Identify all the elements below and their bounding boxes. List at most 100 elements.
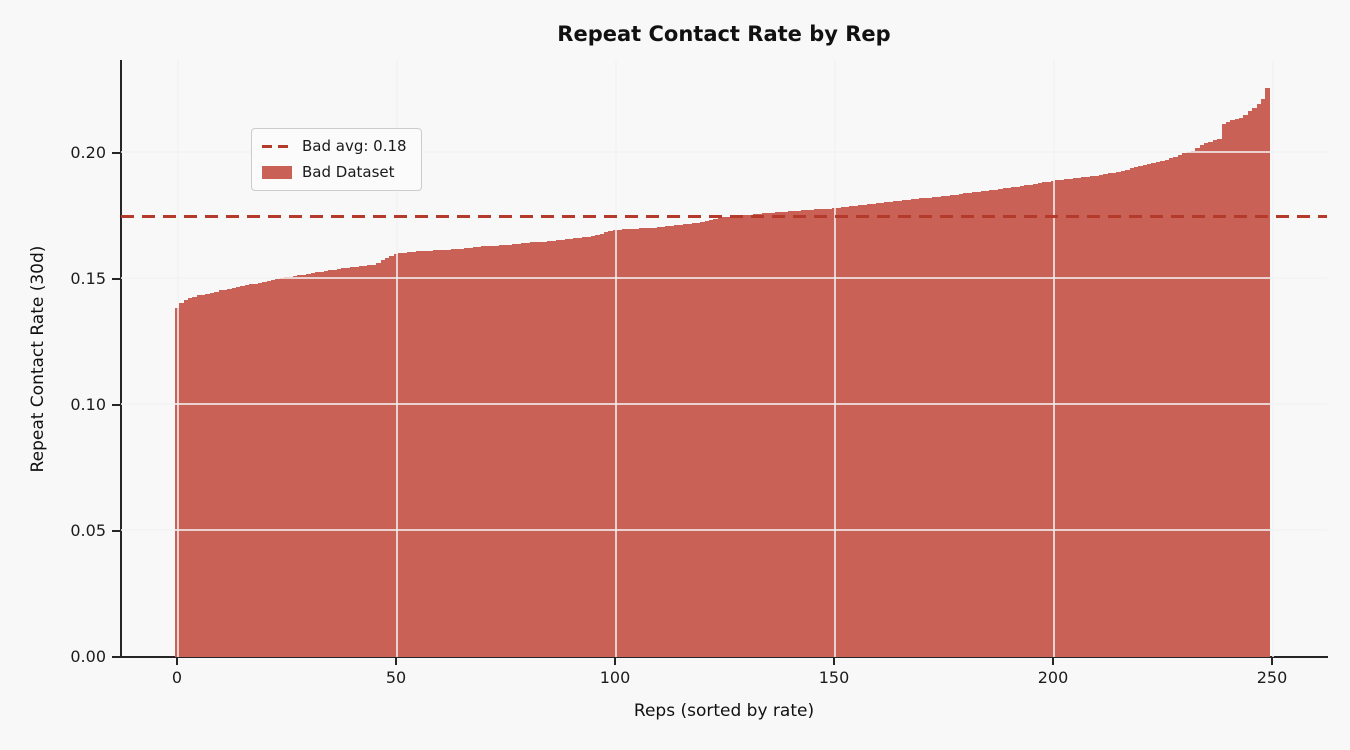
bar bbox=[468, 247, 473, 657]
bar bbox=[879, 202, 885, 657]
bar bbox=[367, 265, 372, 657]
bar bbox=[402, 252, 407, 657]
bar bbox=[507, 244, 513, 657]
bar bbox=[739, 215, 745, 657]
bar bbox=[323, 270, 329, 657]
bar bbox=[472, 247, 478, 657]
x-axis-spine bbox=[120, 656, 1328, 658]
bar bbox=[363, 265, 368, 657]
bar bbox=[349, 267, 355, 657]
bar bbox=[1164, 159, 1170, 657]
bar bbox=[726, 216, 732, 657]
bar bbox=[1160, 161, 1165, 657]
bar bbox=[639, 228, 644, 657]
bar bbox=[1147, 164, 1152, 657]
bar bbox=[875, 203, 881, 657]
average-threshold-line bbox=[121, 214, 1327, 218]
v-gridline bbox=[834, 60, 836, 657]
x-tick-label: 200 bbox=[1037, 668, 1069, 687]
bar bbox=[704, 221, 710, 657]
bar bbox=[862, 204, 867, 657]
bar bbox=[201, 294, 206, 657]
bar bbox=[529, 242, 535, 657]
y-tick-label: 0.10 bbox=[70, 395, 106, 414]
bar bbox=[328, 270, 333, 657]
bar bbox=[542, 241, 548, 657]
bar bbox=[643, 228, 648, 657]
bar bbox=[1107, 173, 1113, 657]
bar bbox=[1177, 155, 1183, 657]
bar bbox=[621, 229, 626, 657]
bar bbox=[293, 275, 298, 657]
bar bbox=[980, 191, 986, 657]
bar bbox=[420, 251, 425, 657]
bar bbox=[1072, 178, 1078, 657]
bar bbox=[446, 249, 451, 657]
bar bbox=[625, 229, 631, 657]
bar bbox=[1133, 167, 1139, 657]
bar bbox=[884, 202, 889, 657]
bar bbox=[179, 302, 184, 657]
bar bbox=[1252, 107, 1257, 657]
v-gridline bbox=[615, 60, 617, 657]
bar bbox=[844, 206, 850, 657]
bar bbox=[954, 194, 959, 657]
bar bbox=[520, 243, 526, 657]
bar bbox=[1033, 183, 1038, 657]
v-gridline bbox=[1053, 60, 1055, 657]
bar bbox=[1015, 186, 1021, 657]
bar bbox=[665, 226, 670, 657]
bar bbox=[371, 265, 377, 657]
bar bbox=[840, 207, 845, 657]
bar bbox=[463, 248, 469, 657]
bar bbox=[599, 233, 605, 657]
x-tick-label: 100 bbox=[599, 668, 631, 687]
bar bbox=[923, 197, 929, 657]
x-tick-label: 0 bbox=[171, 668, 183, 687]
bar bbox=[770, 212, 775, 657]
bar bbox=[314, 272, 320, 657]
bar bbox=[914, 198, 920, 657]
bar bbox=[963, 193, 968, 657]
bar bbox=[906, 199, 911, 657]
bar bbox=[341, 268, 346, 657]
bar bbox=[1006, 187, 1012, 657]
bar bbox=[1028, 184, 1034, 657]
bar bbox=[713, 219, 718, 657]
bar bbox=[271, 279, 276, 657]
y-axis-label: Repeat Contact Rate (30d) bbox=[28, 245, 48, 473]
bar bbox=[376, 262, 381, 657]
bar bbox=[691, 223, 697, 657]
bar bbox=[516, 243, 521, 657]
bar bbox=[853, 205, 859, 657]
bar bbox=[1138, 166, 1143, 657]
x-tick-label: 150 bbox=[818, 668, 850, 687]
bar bbox=[603, 232, 609, 657]
bar bbox=[1063, 179, 1069, 657]
bar bbox=[279, 278, 285, 657]
bar bbox=[950, 195, 955, 657]
x-tick-mark bbox=[1052, 657, 1054, 665]
bar bbox=[682, 224, 688, 657]
bar bbox=[678, 224, 683, 657]
bar bbox=[297, 275, 302, 657]
bar bbox=[1011, 187, 1016, 657]
x-tick-label: 50 bbox=[385, 668, 407, 687]
bar bbox=[919, 198, 924, 657]
bar bbox=[967, 192, 973, 657]
bar bbox=[253, 283, 259, 657]
bar bbox=[192, 296, 197, 657]
bar bbox=[1041, 182, 1047, 657]
plot-area: Bad avg: 0.18 Bad Dataset bbox=[120, 60, 1328, 658]
bar bbox=[928, 197, 933, 657]
bar bbox=[752, 214, 758, 657]
bar bbox=[481, 246, 486, 657]
bar bbox=[936, 196, 942, 657]
bar bbox=[1155, 162, 1161, 657]
bar bbox=[1265, 88, 1270, 657]
bar bbox=[647, 227, 653, 657]
bar bbox=[652, 227, 657, 657]
bar bbox=[590, 236, 596, 657]
bar bbox=[306, 274, 311, 657]
bar bbox=[512, 244, 517, 657]
